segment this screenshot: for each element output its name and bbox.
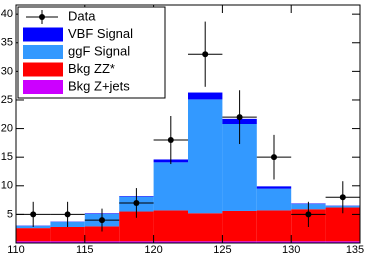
histogram-segment [153,210,188,242]
x-tick-label: 135 [346,244,364,255]
histogram-segment [50,241,85,243]
histogram-segment [188,92,223,100]
y-tick-label: 25 [1,94,13,106]
frame [15,4,361,244]
axes: 5 10 15 20 25 30 35 40 110 115 120 125 130 135 [1,5,364,255]
histogram-segment [16,228,51,242]
legend-label: ggF Signal [68,43,130,58]
data-point [271,154,277,161]
histogram-segment [50,226,85,242]
y-tick-label: 15 [1,151,13,163]
y-tick-label: 35 [1,37,13,49]
histogram-segment [188,213,223,242]
data-point [236,114,243,121]
plot-area [16,21,360,243]
data-point [64,211,71,218]
y-tick-label: 30 [1,65,13,77]
y-tick-label: 10 [1,180,13,192]
data-point [339,194,346,201]
legend-swatch [23,80,63,94]
y-tick-label: 20 [1,122,13,134]
histogram-segment [119,241,154,243]
legend-swatch [23,45,63,59]
histogram-segment [291,241,326,243]
legend-swatch [23,62,63,77]
histogram-segment [153,241,188,243]
x-tick-label: 125 [213,244,231,255]
y-tick-label: 5 [7,208,13,220]
histogram-segment [256,186,292,189]
histogram-segment [16,241,51,243]
y-tick-label: 40 [1,8,13,20]
legend-label: Bkg Z+jets [68,78,130,93]
data-point [202,51,209,58]
histogram-segment [84,241,120,243]
x-tick-label: 120 [144,244,162,255]
legend-marker [39,14,45,20]
histogram-segment [256,241,292,243]
data-point [305,211,312,218]
histogram-segment [153,162,188,211]
histogram-segment [84,226,120,242]
data-point [133,199,140,206]
legend-swatch [23,27,63,42]
histogram-segment [256,188,292,211]
data-point [99,217,105,224]
x-tick-label: 130 [282,244,300,255]
x-tick-label: 110 [7,244,25,255]
legend-label: Data [68,8,96,23]
histogram-segment [325,241,360,243]
legend-label: Bkg ZZ* [68,61,115,76]
histogram-segment [222,210,257,242]
data-point [167,137,174,144]
histogram-segment [256,210,292,242]
data-point [30,211,37,218]
x-tick-label: 115 [76,244,94,255]
histogram-segment [188,241,223,243]
legend-label: VBF Signal [68,26,133,41]
histogram-segment [188,99,223,214]
histogram-segment [222,241,257,243]
legend: Data VBF Signal ggF Signal Bkg ZZ* Bkg Z+jet… [17,6,166,99]
